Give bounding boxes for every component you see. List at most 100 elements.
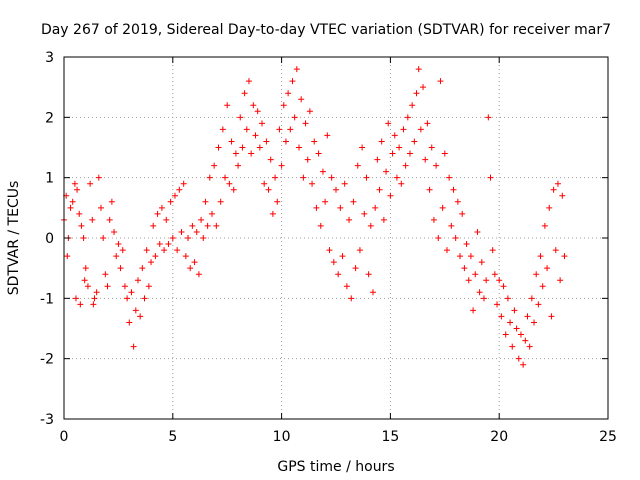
data-point bbox=[128, 289, 135, 296]
data-point bbox=[494, 301, 501, 308]
data-point bbox=[252, 132, 259, 139]
data-point bbox=[193, 228, 200, 235]
data-point bbox=[208, 210, 215, 217]
data-point bbox=[317, 222, 324, 229]
y-tick-label: -1 bbox=[40, 291, 54, 307]
data-point bbox=[141, 295, 148, 302]
data-point bbox=[306, 108, 313, 115]
data-point bbox=[337, 204, 344, 211]
data-point bbox=[470, 307, 477, 314]
data-point bbox=[182, 253, 189, 260]
data-point bbox=[346, 216, 353, 223]
data-point bbox=[437, 78, 444, 85]
data-point bbox=[178, 228, 185, 235]
data-point bbox=[363, 174, 370, 181]
data-point bbox=[269, 210, 276, 217]
data-point bbox=[256, 144, 263, 151]
data-point bbox=[89, 216, 96, 223]
data-point bbox=[145, 283, 152, 290]
data-point bbox=[191, 259, 198, 266]
data-point bbox=[335, 271, 342, 278]
data-point bbox=[330, 259, 337, 266]
data-point bbox=[222, 174, 229, 181]
data-point bbox=[365, 271, 372, 278]
data-point bbox=[550, 186, 557, 193]
data-point bbox=[487, 174, 494, 181]
data-point bbox=[169, 235, 176, 241]
data-point bbox=[450, 186, 457, 193]
data-point bbox=[430, 216, 437, 223]
data-point bbox=[176, 186, 183, 193]
data-point bbox=[148, 259, 155, 266]
data-point bbox=[82, 265, 89, 272]
data-point bbox=[72, 295, 79, 302]
data-point bbox=[339, 253, 346, 260]
data-point bbox=[282, 138, 289, 145]
data-point bbox=[496, 277, 503, 284]
data-point bbox=[354, 162, 361, 169]
data-point bbox=[106, 216, 113, 223]
data-point bbox=[465, 277, 472, 284]
data-point bbox=[254, 108, 261, 115]
data-point bbox=[491, 271, 498, 278]
data-point bbox=[302, 120, 309, 127]
data-point bbox=[126, 319, 133, 326]
data-point bbox=[535, 301, 542, 308]
data-point bbox=[261, 180, 268, 187]
data-point bbox=[341, 180, 348, 187]
data-point bbox=[143, 247, 150, 254]
data-point bbox=[369, 289, 376, 296]
y-tick-label: 0 bbox=[45, 231, 54, 247]
data-point bbox=[163, 216, 170, 223]
x-axis-label: GPS time / hours bbox=[277, 459, 394, 475]
y-tick-label: -2 bbox=[40, 352, 54, 368]
data-point bbox=[64, 253, 71, 260]
data-point bbox=[267, 156, 274, 163]
x-tick-label: 5 bbox=[168, 429, 177, 445]
data-point bbox=[100, 235, 107, 241]
data-point bbox=[463, 241, 470, 248]
data-point bbox=[352, 265, 359, 272]
data-point bbox=[507, 319, 514, 326]
data-point bbox=[528, 295, 535, 302]
data-point bbox=[546, 204, 553, 211]
data-point bbox=[557, 277, 564, 284]
data-point bbox=[189, 222, 196, 229]
data-point bbox=[156, 241, 163, 248]
data-point bbox=[180, 180, 187, 187]
data-point bbox=[132, 307, 139, 314]
data-point bbox=[93, 289, 100, 296]
data-point bbox=[315, 150, 322, 157]
data-point bbox=[150, 222, 157, 229]
data-point bbox=[409, 102, 416, 109]
data-point bbox=[287, 126, 294, 133]
data-point bbox=[265, 186, 272, 193]
y-tick-label: -3 bbox=[40, 412, 54, 428]
data-point bbox=[552, 247, 559, 254]
data-point bbox=[97, 204, 104, 211]
chart-title: Day 267 of 2019, Sidereal Day-to-day VTE… bbox=[41, 22, 611, 38]
data-point bbox=[67, 204, 74, 211]
data-point bbox=[498, 313, 505, 320]
data-point bbox=[485, 114, 492, 121]
data-point bbox=[300, 174, 307, 181]
data-point bbox=[69, 198, 76, 205]
data-point bbox=[289, 78, 296, 85]
data-point bbox=[502, 331, 509, 338]
data-point bbox=[102, 271, 109, 278]
data-point bbox=[391, 132, 398, 139]
data-point bbox=[311, 138, 318, 145]
data-point bbox=[87, 180, 94, 187]
data-point bbox=[250, 102, 257, 109]
data-point bbox=[389, 150, 396, 157]
data-point bbox=[483, 277, 490, 284]
data-point bbox=[226, 180, 233, 187]
data-point bbox=[328, 174, 335, 181]
data-point bbox=[174, 247, 181, 254]
data-point bbox=[298, 96, 305, 103]
data-point bbox=[309, 180, 316, 187]
data-point bbox=[202, 198, 209, 205]
data-point bbox=[520, 361, 527, 368]
data-point bbox=[198, 216, 205, 223]
data-point bbox=[378, 138, 385, 145]
